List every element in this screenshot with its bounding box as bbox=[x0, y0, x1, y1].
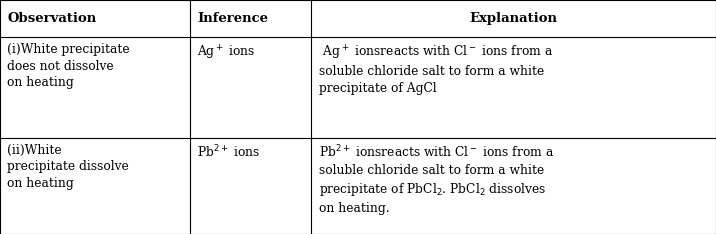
Text: Ag$^+$ ionsreacts with Cl$^-$ ions from a
soluble chloride salt to form a white
: Ag$^+$ ionsreacts with Cl$^-$ ions from … bbox=[319, 43, 553, 95]
Text: (i)White precipitate
does not dissolve
on heating: (i)White precipitate does not dissolve o… bbox=[7, 43, 130, 89]
Text: Pb$^{2+}$ ions: Pb$^{2+}$ ions bbox=[197, 144, 260, 161]
Text: Observation: Observation bbox=[7, 12, 97, 25]
Text: Explanation: Explanation bbox=[470, 12, 558, 25]
Text: (ii)White
precipitate dissolve
on heating: (ii)White precipitate dissolve on heatin… bbox=[7, 144, 129, 190]
Text: Pb$^{2+}$ ionsreacts with Cl$^-$ ions from a
soluble chloride salt to form a whi: Pb$^{2+}$ ionsreacts with Cl$^-$ ions fr… bbox=[319, 144, 553, 215]
Text: Ag$^+$ ions: Ag$^+$ ions bbox=[197, 43, 256, 62]
Text: Inference: Inference bbox=[197, 12, 268, 25]
